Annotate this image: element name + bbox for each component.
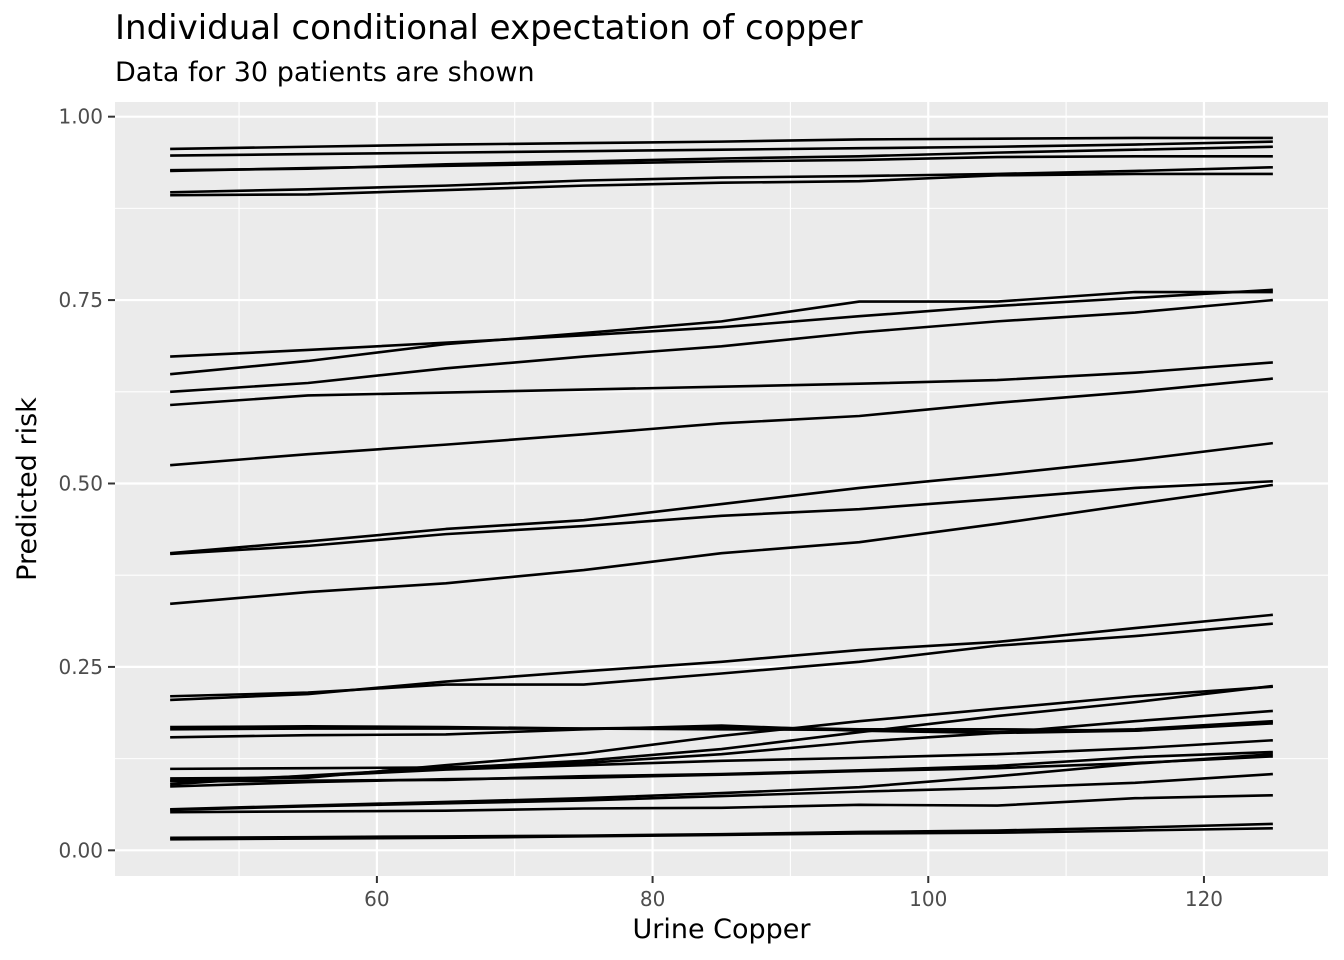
y-tick-label: 0.00	[58, 838, 103, 862]
y-tick-label: 0.75	[58, 288, 103, 312]
patient-line-4	[170, 154, 1273, 173]
x-axis-title: Urine Copper	[632, 914, 811, 945]
series-lines	[170, 136, 1274, 841]
patient-line-22	[170, 709, 1273, 771]
x-axis: 60 80 100 120	[364, 876, 1223, 911]
patient-line-2	[170, 140, 1273, 157]
x-tick-label: 100	[909, 887, 947, 911]
patient-line-5	[170, 165, 1273, 194]
patient-line-12	[170, 441, 1274, 555]
patient-line-10	[170, 361, 1273, 407]
patient-line-9	[170, 298, 1273, 394]
patient-line-30	[170, 827, 1273, 841]
patient-line-27	[170, 772, 1273, 812]
patient-line-23	[170, 738, 1273, 782]
y-axis: 0.00 0.25 0.50 0.75 1.00	[58, 105, 115, 862]
patient-line-7	[170, 288, 1273, 358]
patient-line-6	[170, 172, 1273, 197]
patient-line-8	[170, 290, 1273, 376]
patient-line-13	[170, 479, 1273, 556]
patient-line-1	[170, 136, 1273, 151]
patient-line-14	[170, 483, 1274, 606]
major-gridlines	[115, 102, 1328, 876]
patient-line-16	[170, 613, 1273, 702]
chart-title: Individual conditional expectation of co…	[115, 8, 863, 48]
x-tick-label: 120	[1185, 887, 1223, 911]
x-tick-label: 80	[640, 887, 665, 911]
y-tick-label: 1.00	[58, 105, 103, 129]
y-tick-label: 0.25	[58, 655, 103, 679]
x-tick-label: 60	[364, 887, 389, 911]
patient-line-11	[170, 377, 1273, 467]
y-axis-title: Predicted risk	[12, 397, 43, 581]
chart-subtitle: Data for 30 patients are shown	[115, 57, 535, 88]
patient-line-28	[170, 793, 1273, 814]
patient-line-25	[170, 755, 1273, 788]
patient-line-19	[170, 720, 1273, 739]
y-tick-label: 0.50	[58, 471, 103, 495]
